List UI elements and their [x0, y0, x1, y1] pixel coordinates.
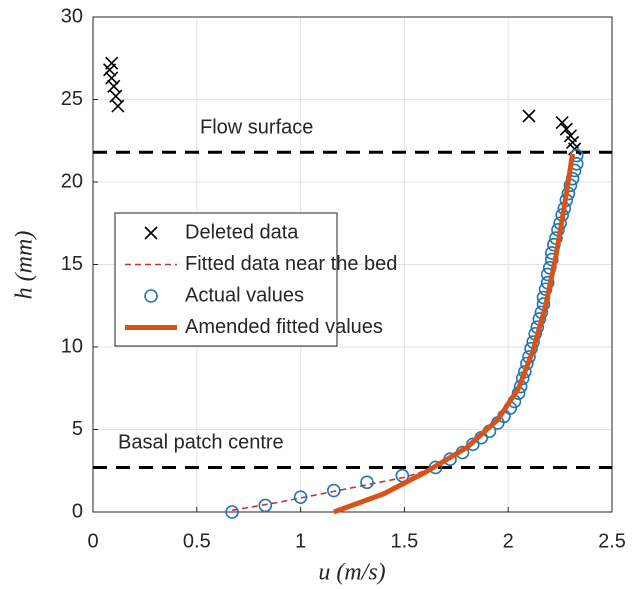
- y-tick-label: 0: [72, 500, 83, 522]
- deleted-point: [522, 109, 536, 123]
- x-tick-label: 0.5: [183, 530, 211, 552]
- annotation: Flow surface: [200, 117, 313, 139]
- deleted-point: [103, 63, 117, 77]
- annotation: Basal patch centre: [118, 432, 284, 454]
- legend-label: Amended fitted values: [185, 316, 383, 338]
- x-tick-label: 2: [503, 530, 514, 552]
- legend-box: [114, 212, 338, 347]
- data-point: [327, 483, 341, 498]
- plot-frame: [92, 16, 613, 513]
- x-tick-label: 1: [295, 530, 306, 552]
- x-tick-label: 0: [87, 530, 98, 552]
- legend-label: Deleted data: [185, 221, 299, 243]
- x-tick-label: 1.5: [390, 530, 418, 552]
- data-point: [258, 498, 273, 513]
- y-tick-label: 15: [61, 253, 83, 275]
- deleted-point: [559, 122, 573, 136]
- y-tick-label: 20: [61, 170, 83, 192]
- data-point: [293, 490, 308, 504]
- y-axis-label: h (mm): [12, 231, 38, 300]
- data-line: [231, 466, 436, 512]
- y-tick-label: 10: [61, 335, 83, 357]
- legend-label: Actual values: [185, 284, 304, 306]
- y-tick-label: 25: [61, 88, 83, 110]
- deleted-point: [105, 71, 119, 85]
- deleted-point: [555, 116, 569, 130]
- x-tick-label: 2.5: [598, 530, 626, 552]
- y-tick-label: 5: [72, 418, 83, 440]
- data-line: [332, 153, 576, 515]
- data-point: [360, 475, 374, 490]
- y-tick-label: 30: [61, 5, 83, 27]
- deleted-point: [111, 99, 125, 113]
- x-axis-label: u (m/s): [318, 560, 385, 586]
- legend-label: Fitted data near the bed: [185, 253, 397, 275]
- legend-marker: [144, 226, 158, 240]
- data-point: [225, 505, 239, 519]
- legend-marker: [144, 289, 158, 303]
